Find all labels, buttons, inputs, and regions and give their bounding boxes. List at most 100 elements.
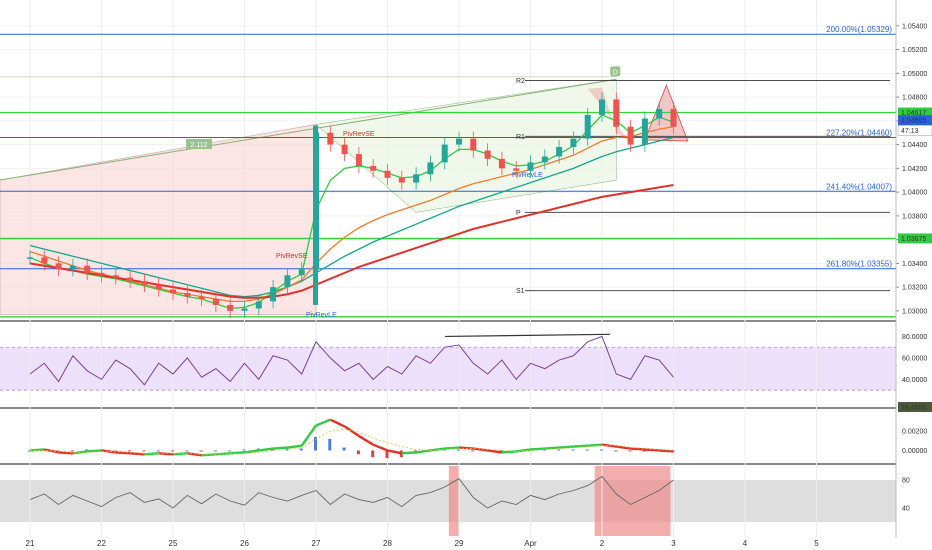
fib-level-label: 227.20%(1.04460) bbox=[826, 128, 892, 137]
macd-line-segment bbox=[300, 424, 317, 447]
candle-body bbox=[355, 154, 362, 166]
candle-body bbox=[484, 150, 491, 159]
axes: 1.054001.052001.050001.048001.046001.044… bbox=[26, 0, 932, 548]
x-axis-label: 25 bbox=[169, 539, 178, 548]
macd-histogram-bar bbox=[28, 450, 31, 452]
macd-line-segment bbox=[644, 448, 660, 452]
price-tag-label: 1.04617 bbox=[901, 110, 926, 117]
macd-histogram-bar bbox=[557, 449, 561, 451]
macd-line-segment bbox=[530, 447, 545, 451]
price-candles bbox=[27, 92, 677, 318]
macd-line-segment bbox=[387, 449, 403, 455]
pivrev-le-label: PivRevLE bbox=[306, 312, 337, 319]
candle-body bbox=[370, 165, 377, 171]
macd-histogram-bar bbox=[185, 450, 189, 452]
x-axis-label: 28 bbox=[383, 539, 392, 548]
stoch-highlight bbox=[594, 466, 671, 536]
candle-body bbox=[212, 298, 219, 305]
macd-line-segment bbox=[573, 444, 588, 448]
candle-body bbox=[170, 289, 176, 294]
stoch-axis-label: 80 bbox=[902, 478, 910, 485]
price-axis-label: 1.03000 bbox=[902, 308, 927, 315]
macd-histogram-bar bbox=[242, 449, 246, 451]
macd-line-segment bbox=[616, 445, 631, 450]
candle-body bbox=[327, 132, 334, 145]
macd-line-segment bbox=[244, 449, 259, 454]
pattern-d-area bbox=[587, 87, 631, 143]
macd-histogram-bar bbox=[471, 450, 475, 452]
price-tag-label: 1.04605 bbox=[901, 118, 926, 125]
macd-line-segment bbox=[115, 451, 131, 455]
macd-histogram-bar bbox=[371, 450, 375, 458]
price-series bbox=[29, 114, 674, 310]
macd-histogram-bar bbox=[213, 450, 217, 452]
macd-histogram-bar bbox=[156, 450, 160, 452]
rsi-axis-label: 60.0000 bbox=[902, 355, 927, 362]
price-axis-label: 1.04000 bbox=[902, 190, 927, 197]
macd-line-segment bbox=[29, 448, 45, 452]
macd-line-segment bbox=[444, 446, 460, 450]
macd-line-segment bbox=[415, 449, 431, 454]
macd-histogram-bar bbox=[113, 450, 117, 452]
x-axis-label: 27 bbox=[312, 539, 321, 548]
macd-histogram-bar bbox=[328, 438, 332, 451]
moving-average-line bbox=[29, 183, 674, 299]
rsi-axis-label: 80.0000 bbox=[902, 334, 927, 341]
price-axis-label: 1.05200 bbox=[902, 47, 927, 54]
candle-body bbox=[141, 281, 148, 285]
macd-histogram-bar bbox=[128, 450, 132, 452]
candle-body bbox=[570, 138, 577, 147]
macd-histogram-bar bbox=[299, 448, 303, 451]
candle-body bbox=[656, 108, 663, 119]
candle-body bbox=[127, 277, 134, 282]
macd-histogram-bar bbox=[228, 450, 232, 452]
pattern-xd-line bbox=[0, 78, 617, 181]
macd-histogram-bar bbox=[585, 449, 589, 451]
candle-body bbox=[513, 168, 520, 171]
candle-body bbox=[27, 257, 33, 259]
candle-body bbox=[627, 126, 634, 145]
macd-histogram-bar bbox=[314, 437, 317, 451]
candle-body bbox=[241, 308, 248, 311]
macd-line-segment bbox=[487, 449, 503, 454]
price-tag-label: 47:13 bbox=[901, 128, 919, 135]
macd-line-segment bbox=[258, 447, 274, 452]
price-tag-label: 1.03675 bbox=[901, 236, 926, 243]
price-axis-label: 1.03800 bbox=[902, 213, 927, 220]
stoch-axis-label: 40 bbox=[902, 506, 910, 513]
macd-histogram-bar bbox=[571, 449, 575, 451]
ratio-label: 2.112 bbox=[191, 142, 208, 149]
annotations: D 2.112 PivRevSE PivRevLE PivRevLE PivRevSE bbox=[186, 66, 621, 319]
macd-line-segment bbox=[287, 444, 302, 449]
candle-body bbox=[184, 293, 191, 297]
stoch-line bbox=[29, 475, 674, 509]
candle-body bbox=[341, 144, 348, 155]
fib-level-label: 200.00%(1.05329) bbox=[826, 25, 892, 34]
breakout-candle bbox=[313, 125, 318, 305]
price-axis-label: 1.04800 bbox=[902, 95, 927, 102]
panel-backgrounds bbox=[0, 320, 896, 536]
macd-line-segment bbox=[58, 451, 73, 455]
candle-body bbox=[556, 146, 563, 157]
macd-histogram-bar bbox=[199, 450, 203, 452]
macd-line-segment bbox=[372, 443, 388, 452]
candle-body bbox=[670, 108, 677, 127]
fib-level-label: 241.40%(1.04007) bbox=[826, 182, 892, 191]
macd-histogram-bar bbox=[70, 450, 74, 452]
x-axis-label: 4 bbox=[743, 539, 748, 548]
x-axis-label: 29 bbox=[455, 539, 464, 548]
macd-line-segment bbox=[144, 452, 159, 456]
macd-line-segment bbox=[201, 453, 216, 457]
macd-value-tag: 16.4650 bbox=[901, 405, 926, 412]
stoch-band bbox=[0, 480, 896, 522]
price-axis-label: 1.04200 bbox=[902, 166, 927, 173]
macd-line-segment bbox=[172, 452, 188, 456]
macd-line-segment bbox=[343, 425, 360, 438]
candle-body bbox=[198, 296, 205, 299]
price-tag-bg bbox=[897, 125, 932, 136]
macd-histogram-bar bbox=[542, 449, 546, 451]
candle-body bbox=[541, 156, 548, 163]
pivot-label: R1 bbox=[516, 134, 525, 141]
macd-line-segment bbox=[587, 443, 603, 447]
